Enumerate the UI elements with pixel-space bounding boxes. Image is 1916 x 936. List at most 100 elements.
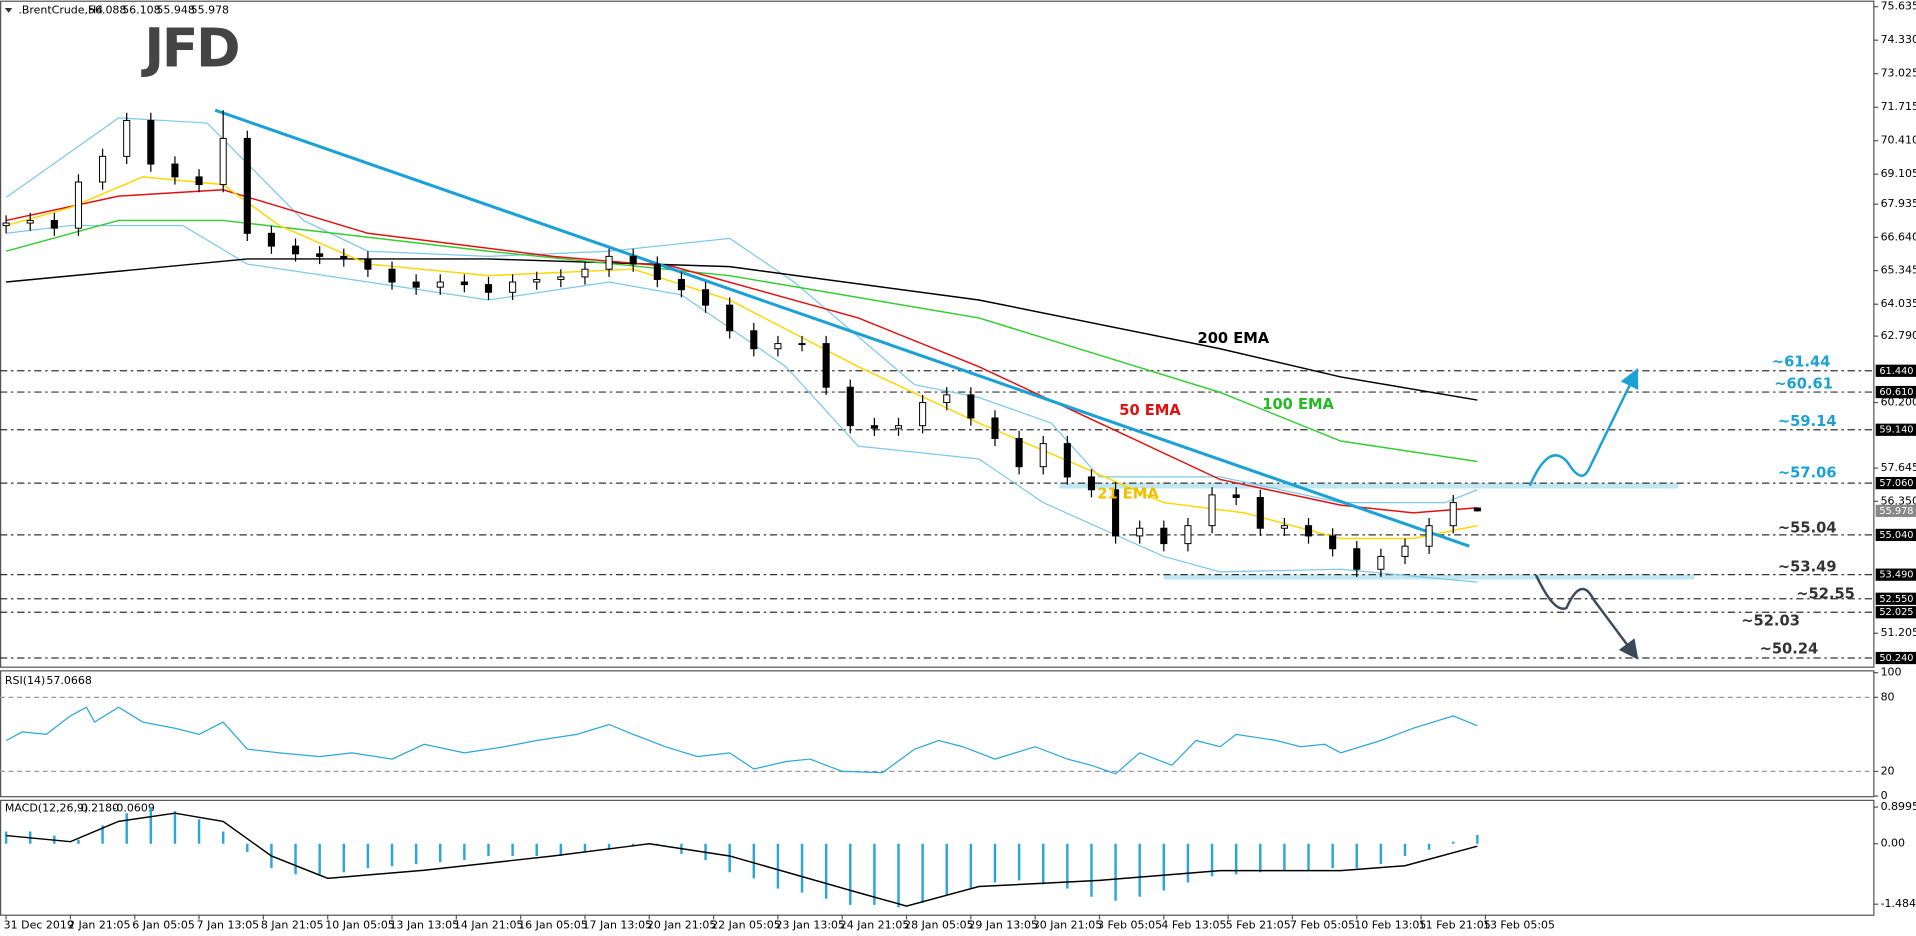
candle-body [1449, 502, 1457, 527]
macd-bar [849, 843, 852, 905]
candle-body [364, 258, 372, 270]
price-tag-label: 61.440 [1879, 366, 1913, 377]
candle-body [388, 268, 396, 283]
level-note: ~55.04 [1778, 519, 1837, 536]
level-note: ~53.49 [1778, 559, 1837, 576]
candle-body [436, 281, 444, 288]
candle-body [605, 255, 613, 270]
price-tag [1875, 385, 1916, 399]
level-note: ~60.61 [1774, 375, 1833, 392]
macd-bar [535, 843, 538, 856]
macd-bar [607, 843, 611, 850]
rsi-tick-label: 0 [1881, 789, 1888, 802]
y-tick-label: 70.410 [1881, 134, 1916, 147]
header-high: 56.108 [122, 3, 160, 16]
macd-bar [945, 843, 948, 895]
macd-bar [246, 843, 249, 852]
macd-bar [414, 843, 418, 865]
macd-bar [776, 843, 780, 889]
candle-body [726, 304, 734, 332]
header-open: 56.088 [88, 3, 126, 16]
bollinger-band [6, 224, 1478, 583]
price-tag [1875, 568, 1916, 581]
y-tick-label: 69.105 [1881, 167, 1916, 180]
rsi-panel [0, 670, 1875, 798]
macd-bar [656, 843, 659, 845]
rsi-tick-label: 100 [1881, 666, 1902, 679]
x-tick-label: 28 Jan 05:05 [904, 919, 974, 932]
ema-label: 200 EMA [1198, 330, 1270, 347]
candle-body [1329, 535, 1337, 550]
candle-body [1232, 494, 1240, 498]
candle-body [677, 278, 685, 291]
y-tick-label: 73.025 [1881, 67, 1916, 80]
candle-body [123, 119, 131, 157]
bearish-arrow [1534, 574, 1639, 660]
macd-bar [1427, 843, 1431, 850]
macd-bar [1138, 843, 1141, 897]
price-tag [1875, 364, 1916, 377]
candle-body [750, 330, 758, 350]
macd-bar [1017, 843, 1021, 881]
macd-bar [77, 839, 80, 844]
candle-body [291, 245, 300, 255]
candle-body [798, 343, 806, 346]
price-tag-label: 53.490 [1879, 570, 1913, 581]
y-tick-label: 62.790 [1881, 329, 1916, 342]
x-tick-label: 13 Feb 05:05 [1483, 919, 1555, 932]
macd-bar [390, 843, 394, 867]
x-tick-label: 17 Jan 13:05 [583, 919, 653, 932]
x-tick-label: 11 Feb 21:05 [1419, 919, 1491, 932]
x-tick-label: 20 Jan 21:05 [647, 919, 717, 932]
candle-body [1353, 548, 1361, 570]
x-tick-label: 31 Dec 2019 [4, 919, 74, 932]
level-note: ~50.24 [1760, 640, 1819, 657]
main-panel [0, 0, 1875, 668]
macd-bar [1379, 843, 1383, 865]
candle-body [243, 137, 251, 234]
level-note: ~57.06 [1778, 464, 1837, 481]
macd-bar [318, 843, 321, 875]
candle-body [533, 278, 541, 283]
candle-body [1136, 527, 1144, 537]
macd-bar [1355, 843, 1358, 869]
candle-body [1208, 494, 1216, 527]
x-tick-label: 10 Jan 05:05 [325, 919, 395, 932]
candle-body [991, 417, 999, 439]
x-tick-label: 7 Jan 13:05 [197, 919, 260, 932]
price-tag-label: 55.040 [1879, 530, 1913, 541]
candle-body [1063, 443, 1071, 478]
y-tick-label: 51.205 [1881, 626, 1916, 639]
rsi-tick-label: 80 [1881, 690, 1895, 703]
candle-body [316, 253, 324, 257]
header-low: 55.948 [156, 3, 194, 16]
macd-bar [559, 843, 563, 856]
y-tick-label: 64.035 [1881, 297, 1916, 310]
candle-body [74, 181, 83, 229]
candle-body [509, 281, 517, 293]
rsi-tick-label: 20 [1881, 764, 1895, 777]
macd-bar [873, 843, 876, 905]
candle-body [412, 281, 420, 288]
x-tick-label: 8 Jan 21:05 [261, 919, 324, 932]
macd-bar [631, 843, 635, 846]
price-tag [1875, 423, 1916, 436]
candle-body [870, 425, 878, 429]
macd-bar [463, 843, 466, 861]
candle-body [943, 394, 951, 404]
candle-body [99, 155, 107, 183]
macd-signal [6, 812, 1478, 907]
y-tick-label: 71.715 [1881, 100, 1916, 113]
macd-bar [800, 843, 804, 893]
macd-bar [149, 807, 153, 844]
symbol: .BrentCrude,H4 [18, 3, 103, 16]
candle-body [1112, 489, 1120, 537]
macd-bar [511, 843, 514, 856]
macd-bar [1114, 843, 1117, 901]
macd-bar [4, 831, 8, 844]
macd-bar [487, 843, 490, 856]
price-tag [1875, 476, 1916, 490]
rsi-title: RSI(14) [5, 674, 45, 687]
y-tick-label: 66.640 [1881, 230, 1916, 243]
candle-body [1015, 437, 1023, 468]
